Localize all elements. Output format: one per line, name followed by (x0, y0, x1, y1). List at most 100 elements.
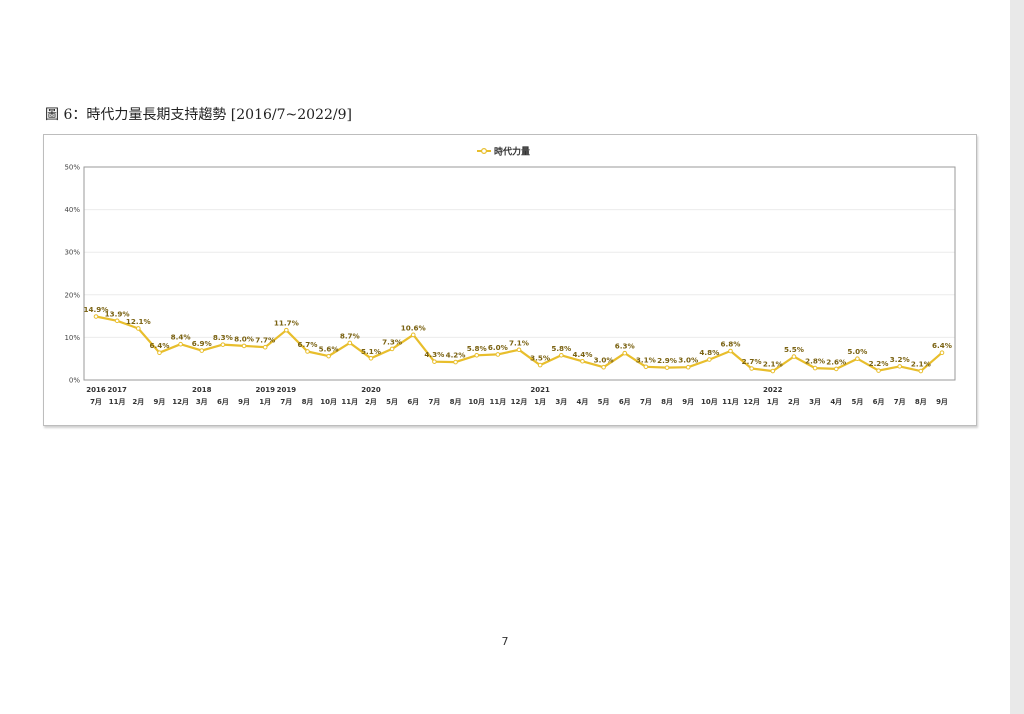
data-label: 8.3% (213, 333, 233, 342)
data-point (178, 341, 183, 347)
data-label: 2.7% (742, 357, 762, 366)
x-month-label: 7月 (640, 398, 652, 406)
x-month-label: 11月 (341, 398, 358, 406)
x-month-label: 12月 (172, 398, 189, 406)
data-point (770, 368, 776, 374)
data-label: 5.6% (319, 345, 339, 354)
y-tick-label: 40% (64, 206, 80, 214)
x-month-label: 3月 (196, 398, 208, 406)
data-label: 5.8% (467, 344, 487, 353)
x-month-label: 6月 (619, 398, 631, 406)
data-label: 5.5% (784, 345, 804, 354)
data-point (559, 352, 564, 358)
data-point (664, 365, 670, 370)
data-label: 6.7% (298, 340, 318, 349)
data-label: 8.0% (234, 334, 254, 343)
data-point (495, 352, 501, 357)
data-label: 5.0% (847, 347, 867, 356)
x-month-label: 2月 (132, 398, 144, 406)
x-month-label: 3月 (809, 398, 821, 406)
data-point (305, 349, 310, 354)
data-point (601, 364, 606, 370)
data-label: 4.3% (424, 350, 444, 359)
data-point (241, 343, 247, 349)
x-month-label: 4月 (577, 398, 589, 406)
data-point (114, 318, 120, 324)
data-label: 6.3% (615, 342, 635, 351)
x-month-label: 12月 (511, 398, 528, 406)
x-month-label: 9月 (238, 398, 250, 406)
data-label: 7.1% (509, 338, 529, 347)
data-label: 4.8% (699, 348, 719, 357)
data-label: 3.5% (530, 354, 550, 363)
x-month-label: 11月 (109, 398, 126, 406)
data-label: 12.1% (126, 317, 151, 326)
data-point (537, 362, 543, 368)
y-tick-label: 20% (64, 291, 80, 299)
data-point (749, 366, 754, 371)
x-month-label: 5月 (386, 398, 398, 406)
data-label: 7.7% (255, 336, 275, 345)
chart-frame: 時代力量 0% 10% 20% 30% 40% 50% 14.9% 13.9% 12.1% 6.4%… (43, 134, 977, 426)
data-point (685, 364, 691, 370)
x-month-label: 10月 (320, 398, 337, 406)
data-point (791, 354, 797, 359)
x-month-label: 10月 (701, 398, 718, 406)
data-point (368, 355, 374, 361)
x-month-label: 8月 (661, 398, 673, 406)
data-label: 5.1% (361, 347, 381, 356)
data-label: 2.9% (657, 356, 677, 365)
y-tick-label: 10% (64, 334, 80, 342)
data-label: 2.1% (763, 360, 783, 369)
plot-area (83, 166, 956, 381)
data-label: 6.9% (192, 339, 212, 348)
x-month-label: 1月 (767, 398, 779, 406)
data-point (389, 346, 395, 352)
data-point (918, 368, 924, 374)
data-point (220, 342, 226, 347)
line-chart: 時代力量 0% 10% 20% 30% 40% 50% 14.9%13.9%12.1% 6.4%… (64, 146, 956, 406)
x-month-label: 8月 (302, 398, 314, 406)
data-point (643, 364, 649, 370)
data-point (707, 357, 712, 362)
data-label: 4.4% (572, 350, 592, 359)
y-tick-label: 0% (69, 377, 80, 385)
data-label: 3.2% (890, 355, 910, 364)
x-year-label: 2022 (763, 386, 783, 394)
data-label: 4.2% (446, 351, 466, 360)
x-month-label: 6月 (217, 398, 229, 406)
data-point (516, 347, 522, 353)
x-month-label: 7月 (280, 398, 292, 406)
x-month-label: 1月 (534, 398, 546, 406)
x-year-label: 2017 (107, 386, 127, 394)
data-label: 6.0% (488, 343, 508, 352)
data-label: 10.6% (401, 323, 426, 332)
data-point (432, 359, 437, 364)
legend-label: 時代力量 (494, 146, 530, 158)
legend-marker (481, 148, 488, 155)
data-label: 6.8% (721, 340, 741, 349)
x-year-label: 2016 (86, 386, 106, 394)
y-tick-label: 50% (64, 164, 80, 172)
x-month-label: 7月 (894, 398, 906, 406)
data-point (326, 353, 331, 359)
data-point (855, 356, 860, 361)
x-month-label: 5月 (851, 398, 863, 406)
x-month-label: 12月 (743, 398, 760, 406)
data-point (474, 352, 480, 358)
page-number: 7 (501, 635, 509, 648)
data-label: 2.8% (805, 357, 825, 366)
data-label: 5.8% (551, 344, 571, 353)
data-point (453, 359, 458, 365)
data-label: 2.2% (869, 359, 889, 368)
x-month-label: 7月 (90, 398, 102, 406)
data-point (199, 348, 205, 353)
x-month-label: 6月 (407, 398, 419, 406)
data-point (728, 348, 733, 354)
figure-caption: 圖 6：時代力量長期支持趨勢 [2016/7~2022/9] (45, 107, 352, 123)
x-month-label: 8月 (450, 398, 462, 406)
x-year-label: 2019 (277, 386, 297, 394)
x-month-label: 4月 (830, 398, 842, 406)
data-point (157, 350, 162, 356)
data-label: 7.3% (382, 337, 402, 346)
